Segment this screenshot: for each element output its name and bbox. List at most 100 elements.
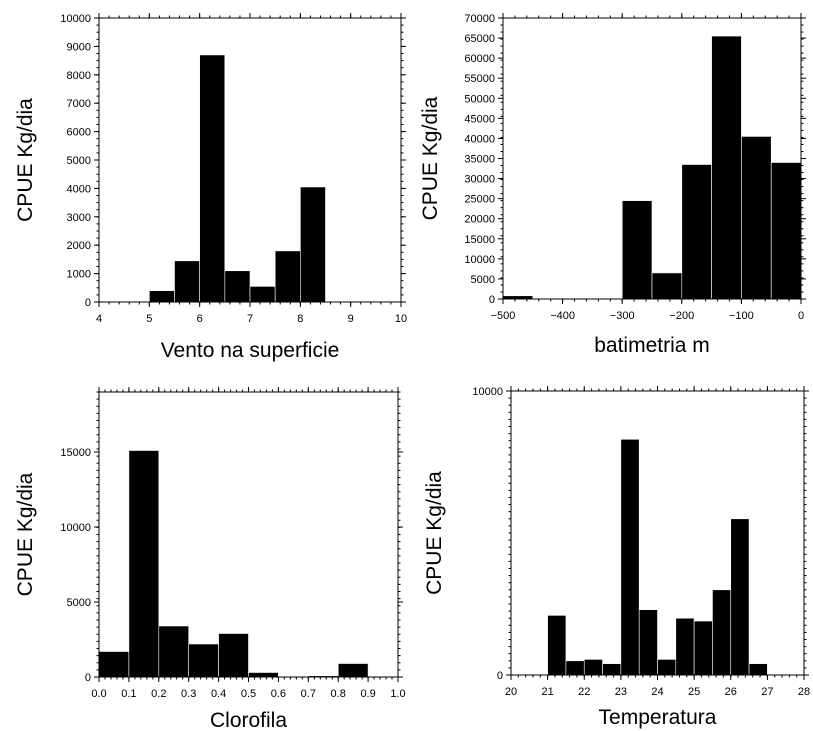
- x-tick-label: 28: [798, 686, 810, 698]
- histogram-bar: [158, 625, 190, 678]
- x-tick-label: 7: [247, 313, 253, 325]
- y-tick-label: 10000: [472, 386, 503, 398]
- y-tick-label: 0: [85, 672, 91, 684]
- histogram-bar: [693, 620, 713, 676]
- histogram-bar: [651, 272, 683, 300]
- x-tick-label: 25: [688, 686, 700, 698]
- y-tick-label: 30000: [464, 174, 495, 186]
- x-tick-label: 0.5: [241, 688, 256, 700]
- x-axis-label: Clorofila: [210, 709, 287, 731]
- y-tick-label: 10000: [60, 522, 91, 534]
- x-tick-label: 26: [725, 686, 737, 698]
- histogram-bar: [565, 660, 585, 676]
- histogram-bar: [188, 643, 219, 678]
- x-tick-label: 27: [761, 686, 773, 698]
- x-tick-label: 0.2: [151, 688, 166, 700]
- x-tick-label: 0.0: [91, 688, 106, 700]
- x-tick-label: −400: [550, 310, 575, 322]
- histogram-bar: [583, 659, 603, 676]
- histogram-panel-4: 20 21 22 23 24 25 26 27 28 0 10000 Temperatura CPUE …: [423, 386, 810, 729]
- histogram-bar: [681, 164, 712, 300]
- x-tick-label: 0.7: [301, 688, 316, 700]
- histogram-bar: [547, 615, 567, 676]
- x-tick-label: 24: [651, 686, 663, 698]
- histogram-panel-2: −500 −400 −300 −200 −100 0 0 5000 10000 15000 2000…: [419, 13, 806, 357]
- histogram-bar: [748, 663, 768, 676]
- histogram-bar: [675, 617, 695, 676]
- x-tick-label: 9: [348, 313, 354, 325]
- x-tick-label: −200: [669, 310, 694, 322]
- x-tick-label: 22: [578, 686, 590, 698]
- y-tick-label: 25000: [464, 194, 495, 206]
- y-axis-label: CPUE Kg/dia: [14, 98, 37, 222]
- x-tick-label: −100: [729, 310, 754, 322]
- histogram-bar: [711, 35, 742, 300]
- y-tick-label: 40000: [464, 133, 495, 145]
- histogram-bar: [300, 186, 326, 303]
- histogram-panel-3: 0.0 0.1 0.2 0.3 0.4 0.5 0.6 0.7 0.8 0.9 1.0 0 5000 10…: [14, 387, 406, 731]
- y-tick-label: 35000: [464, 154, 495, 166]
- x-axis-label: Temperatura: [599, 706, 717, 729]
- y-tick-label: 0: [85, 297, 91, 309]
- y-tick-label: 9000: [67, 41, 91, 53]
- histogram-bar: [712, 589, 732, 676]
- x-tick-label: 4: [96, 313, 102, 325]
- y-tick-label: 7000: [67, 98, 91, 110]
- y-tick-label: 1000: [67, 269, 91, 281]
- x-tick-label: 0.6: [271, 688, 286, 700]
- histogram-bar: [249, 286, 276, 303]
- y-tick-label: 20000: [464, 214, 495, 226]
- plot-frame: [98, 17, 402, 303]
- x-tick-label: 23: [615, 686, 627, 698]
- y-tick-label: 5000: [67, 155, 91, 167]
- y-tick-label: 5000: [67, 597, 91, 609]
- histogram-bar: [218, 633, 249, 678]
- y-tick-label: 8000: [67, 70, 91, 82]
- y-tick-label: 60000: [464, 53, 495, 65]
- x-tick-label: 21: [542, 686, 554, 698]
- x-tick-label: 5: [146, 313, 152, 325]
- y-axis-label: CPUE Kg/dia: [14, 472, 37, 596]
- histogram-bar: [602, 663, 622, 676]
- y-tick-label: 65000: [464, 33, 495, 45]
- histogram-bar: [224, 270, 251, 303]
- histogram-bar: [730, 518, 750, 676]
- y-tick-label: 10000: [464, 254, 495, 266]
- x-tick-label: 8: [297, 313, 303, 325]
- y-axis-label: CPUE Kg/dia: [423, 471, 446, 595]
- histogram-bar: [274, 250, 301, 303]
- y-tick-label: 45000: [464, 113, 495, 125]
- x-tick-label: 10: [395, 313, 407, 325]
- x-tick-label: 0: [798, 310, 804, 322]
- y-tick-label: 70000: [464, 13, 495, 25]
- y-tick-label: 6000: [67, 127, 91, 139]
- histogram-bar: [199, 54, 226, 303]
- y-tick-label: 0: [489, 294, 495, 306]
- x-tick-label: 0.3: [181, 688, 196, 700]
- y-tick-label: 15000: [464, 234, 495, 246]
- x-tick-label: 0.1: [121, 688, 136, 700]
- histogram-bar: [149, 290, 175, 303]
- y-axis-label: CPUE Kg/dia: [419, 96, 442, 220]
- y-tick-label: 2000: [67, 240, 91, 252]
- histogram-bar: [337, 663, 369, 678]
- x-tick-label: 1.0: [390, 688, 405, 700]
- y-tick-label: 3000: [67, 212, 91, 224]
- x-tick-label: 20: [505, 686, 517, 698]
- histogram-bar: [770, 162, 802, 300]
- histogram-bar: [174, 260, 200, 303]
- histogram-bar: [638, 609, 658, 676]
- x-tick-label: 0.8: [331, 688, 346, 700]
- x-tick-label: −500: [491, 310, 516, 322]
- y-tick-label: 10000: [60, 13, 91, 25]
- y-tick-label: 4000: [67, 183, 91, 195]
- histogram-panel-1: 4 5 6 7 8 9 10 0 1000 2000 3000 4000 5000 6000 7000 800…: [14, 13, 407, 362]
- x-tick-label: −300: [610, 310, 635, 322]
- y-tick-label: 55000: [464, 73, 495, 85]
- histogram-bar: [98, 651, 130, 678]
- x-axis-label: Vento na superficie: [161, 339, 340, 362]
- y-tick-label: 15000: [60, 447, 91, 459]
- histogram-bar: [128, 450, 160, 678]
- x-tick-label: 0.4: [211, 688, 226, 700]
